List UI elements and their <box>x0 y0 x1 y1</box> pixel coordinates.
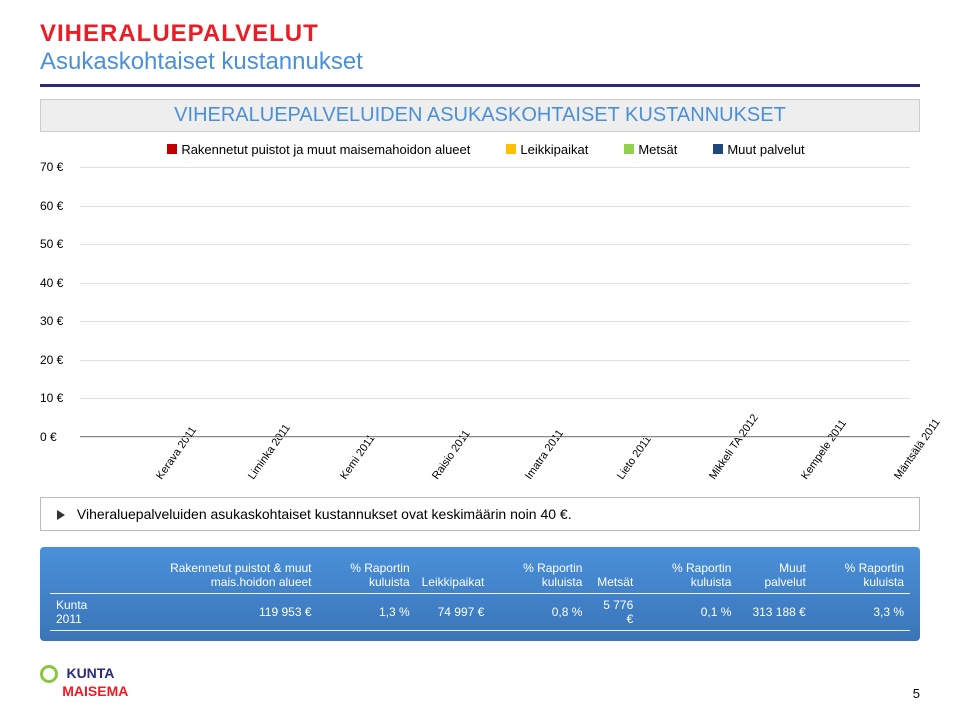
x-axis-label: Lieto 2011 <box>615 434 654 482</box>
y-axis-label: 60 € <box>40 199 63 213</box>
data-table: Rakennetut puistot & muut mais.hoidon al… <box>40 547 920 641</box>
table-header: Rakennetut puistot & muut mais.hoidon al… <box>114 557 318 594</box>
x-axis-label: Liminka 2011 <box>246 422 293 482</box>
x-axis-label: Imatra 2011 <box>523 428 566 482</box>
logo-text-1: KUNTA <box>66 665 114 681</box>
y-axis-label: 30 € <box>40 314 63 328</box>
table-cell: 119 953 € <box>114 594 318 631</box>
x-axis-label: Kemi 2011 <box>338 433 378 482</box>
y-axis-label: 50 € <box>40 237 63 251</box>
title-block: VIHERALUEPALVELUT Asukaskohtaiset kustan… <box>40 20 920 87</box>
legend-swatch <box>506 144 516 154</box>
summary-text: Viheraluepalveluiden asukaskohtaiset kus… <box>77 506 572 522</box>
chart-legend: Rakennetut puistot ja muut maisemahoidon… <box>40 142 920 157</box>
brand-logo: KUNTA MAISEMA <box>40 665 128 701</box>
legend-item: Muut palvelut <box>701 142 804 157</box>
title-line-1: VIHERALUEPALVELUT <box>40 20 920 48</box>
legend-swatch <box>713 144 723 154</box>
legend-swatch <box>167 144 177 154</box>
table-header: Metsät <box>588 557 639 594</box>
x-axis-label: Mäntsälä 2011 <box>892 417 943 482</box>
table-header: % Raportin kuluista <box>639 557 737 594</box>
table-header: % Raportin kuluista <box>812 557 910 594</box>
y-axis-label: 10 € <box>40 391 63 405</box>
table-cell: 3,3 % <box>812 594 910 631</box>
legend-swatch <box>624 144 634 154</box>
bullet-arrow-icon <box>57 510 65 520</box>
table-row-label: Kunta 2011 <box>50 594 114 631</box>
chart-title: VIHERALUEPALVELUIDEN ASUKASKOHTAISET KUS… <box>40 99 920 132</box>
logo-icon <box>40 665 58 683</box>
x-axis-label: Kerava 2011 <box>154 425 199 482</box>
legend-item: Metsät <box>612 142 677 157</box>
table-cell: 0,1 % <box>639 594 737 631</box>
table-cell: 313 188 € <box>737 594 811 631</box>
table-cell: 1,3 % <box>318 594 416 631</box>
page-number: 5 <box>913 686 920 701</box>
x-axis-label: Kempele 2011 <box>799 418 849 482</box>
y-axis-label: 40 € <box>40 276 63 290</box>
table-header: Muut palvelut <box>737 557 811 594</box>
title-line-2: Asukaskohtaiset kustannukset <box>40 48 920 76</box>
table-header: % Raportin kuluista <box>490 557 588 594</box>
table-header: % Raportin kuluista <box>318 557 416 594</box>
table-cell: 74 997 € <box>416 594 491 631</box>
y-axis-label: 0 € <box>40 430 57 444</box>
y-axis-label: 70 € <box>40 160 63 174</box>
logo-text-2: MAISEMA <box>62 683 128 699</box>
table-header: Leikkipaikat <box>416 557 491 594</box>
y-axis-label: 20 € <box>40 353 63 367</box>
table-cell: 5 776 € <box>588 594 639 631</box>
legend-item: Rakennetut puistot ja muut maisemahoidon… <box>155 142 470 157</box>
bar-chart: Kerava 2011Liminka 2011Kemi 2011Raisio 2… <box>80 167 910 487</box>
x-axis-label: Mikkeli TA 2012 <box>707 412 761 482</box>
summary-note: Viheraluepalveluiden asukaskohtaiset kus… <box>40 497 920 531</box>
table-cell: 0,8 % <box>490 594 588 631</box>
legend-item: Leikkipaikat <box>494 142 588 157</box>
